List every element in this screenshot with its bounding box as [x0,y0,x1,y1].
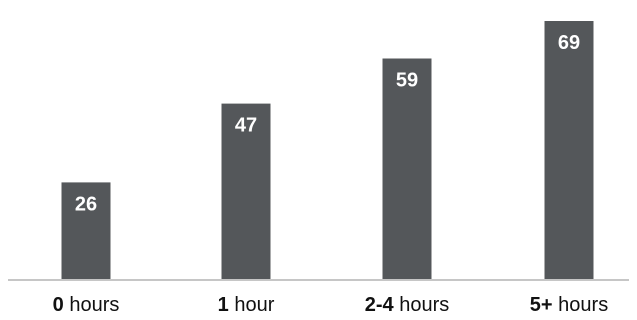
x-tick-labels-layer: 0 hours 1 hour 2-4 hours 5+ hours [53,294,609,316]
x-tick-label-unit: hours [394,294,450,316]
x-tick-label-number: 2-4 [365,294,395,316]
bars-layer [61,21,594,280]
x-tick-label-unit: hours [64,294,120,316]
data-label: 47 [235,115,257,137]
bar-5-hours [544,21,594,280]
x-tick-label-number: 1 [218,294,229,316]
x-tick-label: 0 hours [53,294,120,316]
data-label: 26 [75,193,97,215]
bar-0-hours [61,182,111,280]
data-label: 69 [558,32,580,54]
x-tick-label-unit: hour [229,294,275,316]
x-tick-label-number: 5+ [530,294,553,316]
x-tick-label: 5+ hours [530,294,608,316]
data-labels-layer: 26 47 59 69 [75,32,580,215]
data-label: 59 [396,70,418,92]
bar-2-4-hours [382,58,432,280]
x-tick-label-number: 0 [53,294,64,316]
bar-1-hour [221,103,271,280]
x-tick-label: 1 hour [218,294,275,316]
x-tick-label: 2-4 hours [365,294,450,316]
x-tick-label-unit: hours [553,294,609,316]
